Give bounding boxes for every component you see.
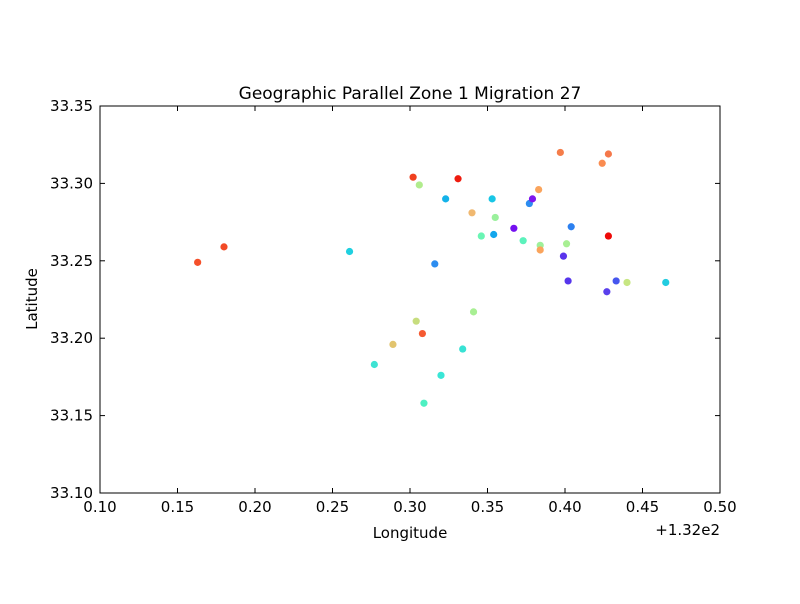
data-point <box>418 329 426 338</box>
y-axis-label: Latitude <box>23 268 41 330</box>
x-axis-offset-label: +1.32e2 <box>655 521 720 539</box>
data-point <box>559 252 568 260</box>
data-point <box>194 258 202 266</box>
points-layer <box>194 148 670 407</box>
x-tick-label: 0.30 <box>393 498 426 516</box>
data-point <box>562 240 571 248</box>
data-point <box>556 148 564 157</box>
x-tick-label: 0.40 <box>548 498 581 516</box>
data-point <box>564 277 572 285</box>
data-point <box>536 246 544 254</box>
data-point <box>603 288 611 296</box>
data-point <box>220 243 228 251</box>
data-point <box>598 159 606 167</box>
data-point <box>370 360 378 369</box>
data-point <box>437 371 445 379</box>
x-tick-label: 0.20 <box>238 498 271 516</box>
ticks-layer: 0.10 0.15 0.20 0.25 0.30 0.35 0.40 0.45 0.50 33.1… <box>50 97 737 516</box>
x-tick-label: 0.35 <box>471 498 504 516</box>
data-point <box>477 232 485 240</box>
data-point <box>412 317 420 325</box>
data-point <box>510 224 518 232</box>
x-tick-label: 0.15 <box>161 498 194 516</box>
data-point <box>468 209 476 217</box>
x-tick-label: 0.25 <box>316 498 349 516</box>
data-point <box>623 278 631 287</box>
x-tick-label: 0.50 <box>703 498 736 516</box>
y-tick-label: 33.30 <box>50 174 93 192</box>
data-point <box>490 230 498 239</box>
y-tick-label: 33.20 <box>50 329 93 347</box>
data-point <box>459 345 467 353</box>
data-point <box>415 181 423 189</box>
data-point <box>567 223 575 231</box>
data-point <box>491 213 499 222</box>
y-tick-label: 33.10 <box>50 484 93 502</box>
plot-area-frame <box>99 105 721 494</box>
data-point <box>488 195 496 203</box>
data-point <box>604 232 613 240</box>
data-point <box>420 399 428 407</box>
x-tick-label: 0.45 <box>626 498 659 516</box>
y-tick-label: 33.35 <box>50 97 93 115</box>
data-point <box>535 185 543 194</box>
x-tick-label: 0.10 <box>83 498 116 516</box>
data-point <box>454 175 462 183</box>
data-point <box>662 278 670 287</box>
data-point <box>345 247 354 256</box>
data-point <box>604 150 613 158</box>
data-point <box>431 260 439 268</box>
data-point <box>442 195 450 203</box>
y-tick-label: 33.15 <box>50 407 93 425</box>
data-point <box>528 195 537 203</box>
data-point <box>469 308 478 316</box>
x-axis-label: Longitude <box>373 524 448 542</box>
data-point <box>612 277 620 285</box>
data-point <box>409 173 417 181</box>
data-point <box>519 237 527 245</box>
y-tick-label: 33.25 <box>50 252 93 270</box>
data-point <box>389 340 397 348</box>
chart-title: Geographic Parallel Zone 1 Migration 27 <box>239 84 582 104</box>
